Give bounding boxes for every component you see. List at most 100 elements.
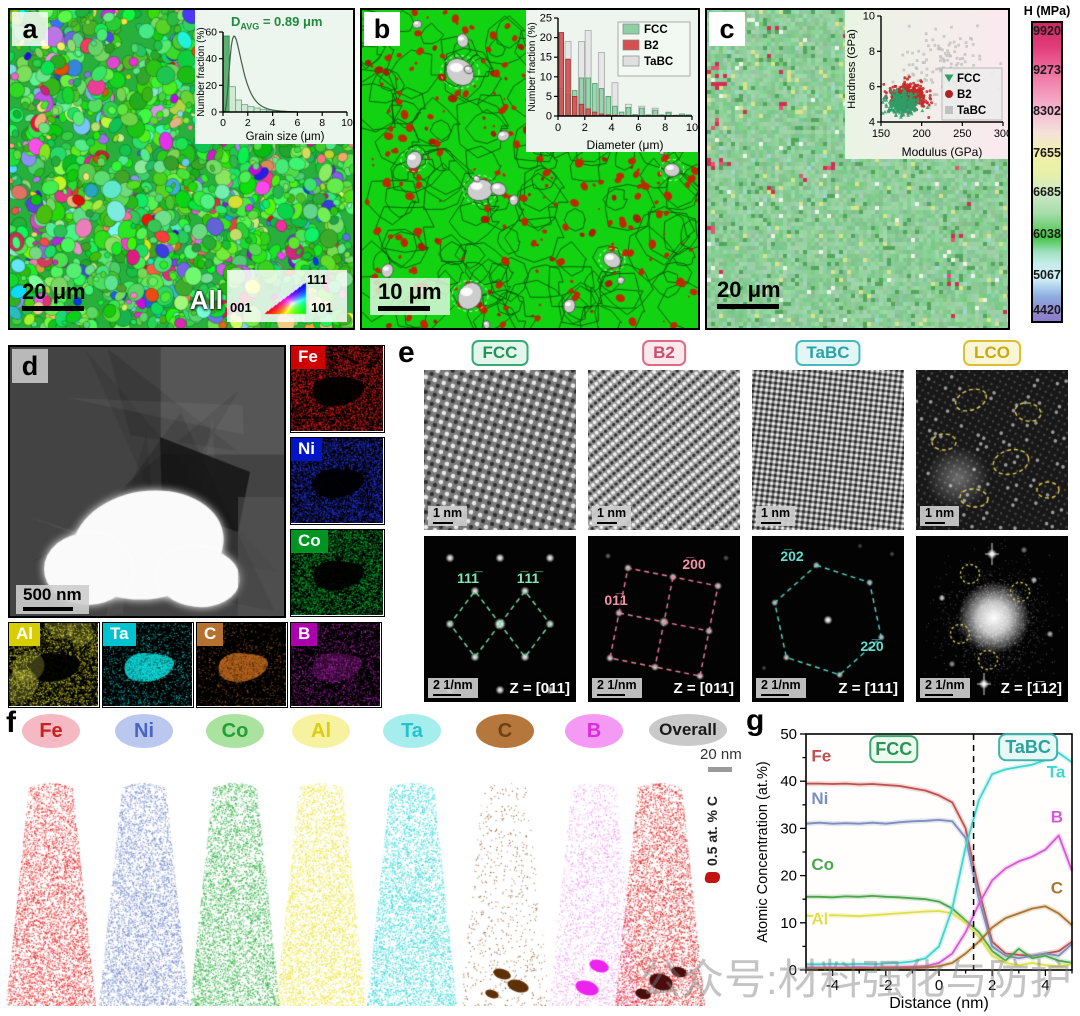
svg-text:0: 0 bbox=[789, 962, 797, 979]
scalebar-d-bar bbox=[23, 606, 73, 611]
davg-title: DAVG = 0.89 μm bbox=[231, 14, 322, 32]
hrtem-image-fcc: 1 nm bbox=[424, 370, 576, 530]
zone-axis-fcc: Z = [011] bbox=[509, 680, 570, 697]
svg-text:8: 8 bbox=[662, 122, 668, 134]
colorbar-title: H (MPa) bbox=[1023, 4, 1071, 18]
hrtem-scalebar-bar bbox=[761, 521, 782, 524]
saed-scalebar-text: 2 1/nm bbox=[597, 677, 637, 692]
saed-canvas-fcc bbox=[424, 536, 576, 702]
colorbar-tick: 7655 bbox=[1033, 146, 1061, 160]
svg-text:FCC: FCC bbox=[875, 739, 912, 759]
carbon-blob-icon bbox=[703, 872, 721, 884]
svg-text:Diameter (μm): Diameter (μm) bbox=[587, 138, 664, 152]
svg-text:10: 10 bbox=[686, 122, 698, 134]
svg-text:0: 0 bbox=[220, 117, 226, 129]
hrtem-scalebar-bar bbox=[597, 521, 618, 524]
hrtem-scalebar-bar bbox=[925, 521, 946, 524]
hrtem-scalebar-tabc: 1 nm bbox=[756, 505, 796, 526]
svg-text:Al: Al bbox=[811, 910, 828, 929]
colorbar-tick: 9920 bbox=[1033, 24, 1061, 38]
panel-a-ebsd-map: a 20 μm All 111 001 101 DAVG = 0.89 μm 0… bbox=[8, 8, 355, 330]
apt-tip-al bbox=[274, 778, 368, 1006]
svg-text:Ni: Ni bbox=[811, 789, 828, 808]
phase-label-lco: LCO bbox=[963, 340, 1021, 366]
spot-label: 2̅02 bbox=[780, 548, 804, 564]
eds-map-ta: Ta bbox=[102, 622, 194, 708]
saed-scalebar-bar bbox=[597, 693, 625, 696]
apt-scalebar: 20 nm bbox=[700, 746, 742, 772]
saed-scalebar-tabc: 2 1/nm bbox=[756, 677, 806, 698]
colorbar-tick: 6038 bbox=[1033, 227, 1061, 241]
eds-label-b: B bbox=[291, 623, 318, 646]
svg-text:C: C bbox=[1051, 879, 1063, 898]
svg-text:-2: -2 bbox=[879, 977, 892, 994]
hrtem-image-lco: 1 nm bbox=[916, 370, 1068, 530]
scalebar-b-text: 10 μm bbox=[378, 279, 442, 304]
panel-label-a: a bbox=[12, 12, 48, 46]
hrtem-scalebar-bar bbox=[433, 521, 454, 524]
ipf-corner-001: 001 bbox=[230, 300, 252, 315]
colorbar-tick: 9273 bbox=[1033, 63, 1061, 77]
scalebar-b-bar bbox=[378, 306, 430, 312]
saed-scalebar-text: 2 1/nm bbox=[433, 677, 473, 692]
element-badge-co: Co bbox=[206, 714, 264, 748]
hrtem-scalebar-lco: 1 nm bbox=[920, 505, 960, 526]
davg-sub: AVG bbox=[240, 21, 260, 32]
panel-label-e: e bbox=[398, 336, 415, 369]
svg-text:20: 20 bbox=[205, 80, 217, 92]
svg-text:Number fraction (%): Number fraction (%) bbox=[527, 22, 538, 111]
element-badge-ni: Ni bbox=[115, 714, 173, 748]
phase-column-tabc: TaBC 1 nm 2 1/nm Z = [111] 2̅02 22̅0 bbox=[752, 340, 904, 710]
svg-text:300: 300 bbox=[994, 128, 1008, 140]
hrtem-canvas-tabc bbox=[752, 370, 904, 530]
svg-text:Ta: Ta bbox=[1047, 762, 1066, 781]
saed-scalebar-bar bbox=[761, 693, 789, 696]
svg-text:B2: B2 bbox=[957, 89, 972, 101]
saed-canvas-b2 bbox=[588, 536, 740, 702]
svg-text:B: B bbox=[1051, 808, 1063, 827]
svg-text:25: 25 bbox=[540, 13, 552, 25]
svg-text:0: 0 bbox=[935, 977, 943, 994]
hrtem-scalebar-fcc: 1 nm bbox=[428, 505, 468, 526]
svg-text:TaBC: TaBC bbox=[1005, 737, 1051, 757]
spot-label: 22̅0 bbox=[860, 638, 884, 654]
phase-label-b2: B2 bbox=[642, 340, 686, 366]
svg-text:30: 30 bbox=[780, 820, 797, 837]
svg-text:0: 0 bbox=[211, 107, 217, 119]
eds-label-fe: Fe bbox=[291, 346, 325, 369]
scalebar-d: 500 nm bbox=[16, 585, 89, 614]
svg-text:Grain size (μm): Grain size (μm) bbox=[246, 131, 325, 143]
hrtem-scalebar-text: 1 nm bbox=[597, 505, 627, 520]
svg-text:20: 20 bbox=[780, 868, 797, 885]
element-badge-c: C bbox=[476, 714, 534, 748]
scalebar-a-bar bbox=[22, 306, 84, 312]
svg-text:20: 20 bbox=[540, 32, 552, 44]
element-badge-overall: Overall bbox=[649, 714, 727, 746]
zone-axis-tabc: Z = [111] bbox=[838, 680, 898, 697]
apt-tip-c bbox=[458, 778, 552, 1006]
panel-b-phase-map: b 10 μm 0 2 4 6 8 10 0 5 10 15 20 25 Diameter (μm) Nu… bbox=[360, 8, 700, 330]
saed-scalebar-text: 2 1/nm bbox=[761, 677, 801, 692]
element-badge-al: Al bbox=[292, 714, 350, 748]
scalebar-a-text: 20 μm bbox=[22, 279, 86, 304]
svg-text:Modulus (GPa): Modulus (GPa) bbox=[902, 145, 983, 159]
apt-tip-overall bbox=[613, 778, 707, 1006]
svg-text:-4: -4 bbox=[826, 977, 839, 994]
saed-scalebar-lco: 2 1/nm bbox=[920, 677, 970, 698]
panel-label-d: d bbox=[12, 349, 48, 383]
diameter-histogram-inset: 0 2 4 6 8 10 0 5 10 15 20 25 Diameter (μm) Number fra… bbox=[526, 10, 698, 152]
saed-canvas-lco bbox=[916, 536, 1068, 702]
svg-text:40: 40 bbox=[780, 773, 797, 790]
svg-text:0: 0 bbox=[546, 111, 552, 123]
apt-tip-co bbox=[188, 778, 282, 1006]
panel-label-f: f bbox=[6, 706, 16, 739]
svg-text:5: 5 bbox=[546, 91, 552, 103]
svg-text:Distance (nm): Distance (nm) bbox=[889, 995, 989, 1012]
davg-main: D bbox=[231, 14, 241, 29]
svg-text:60: 60 bbox=[205, 27, 217, 39]
element-badge-ta: Ta bbox=[383, 714, 441, 748]
panel-label-g: g bbox=[746, 704, 765, 737]
colorbar-tick: 8302 bbox=[1033, 104, 1061, 118]
hrtem-canvas-fcc bbox=[424, 370, 576, 530]
